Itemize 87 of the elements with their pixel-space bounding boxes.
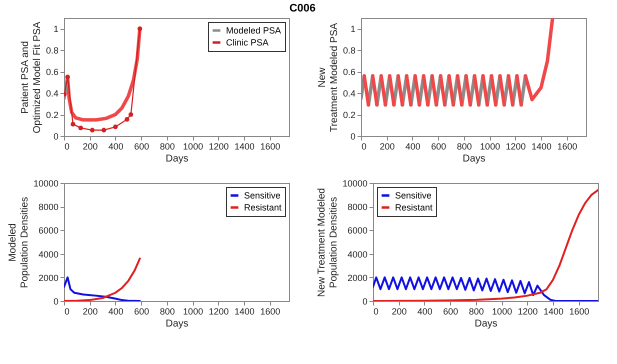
- x-tick-label: 0: [64, 306, 70, 316]
- x-tick-label: 1400: [543, 306, 564, 316]
- legend-label: Modeled PSA: [226, 26, 282, 36]
- x-tick-label: 200: [392, 306, 407, 316]
- x-tick-label: 1000: [480, 142, 500, 152]
- x-tick-label: 1600: [557, 142, 578, 152]
- y-tick-label: 0: [350, 132, 356, 142]
- y-tick-label: 8000: [347, 202, 368, 212]
- point: [70, 122, 76, 127]
- y-tick-label: 2000: [347, 272, 368, 283]
- legend-label: Sensitive: [395, 190, 432, 200]
- y-tick-label: 0.2: [342, 110, 356, 120]
- point: [65, 74, 70, 80]
- point: [78, 126, 84, 130]
- y-tick-label: 0: [362, 296, 368, 306]
- point: [128, 112, 134, 117]
- y-tick-label: 2000: [38, 272, 58, 283]
- y-tick-label: 0.6: [342, 67, 356, 78]
- x-axis-title: Days: [474, 318, 498, 330]
- legend-label: Sensitive: [244, 190, 281, 200]
- x-tick-label: 400: [108, 306, 124, 316]
- x-tick-label: 600: [431, 142, 446, 152]
- legend-label: Resistant: [395, 202, 434, 212]
- x-axis-title: Days: [166, 318, 188, 330]
- x-tick-label: 1400: [234, 306, 255, 316]
- x-tick-label: 1600: [260, 306, 280, 316]
- y-axis-title: Modeled Population Densities: [7, 196, 30, 288]
- x-tick-label: 400: [405, 142, 420, 152]
- x-tick-label: 400: [417, 306, 432, 316]
- x-tick-label: 0: [64, 142, 70, 152]
- legend-label: Resistant: [244, 202, 282, 212]
- y-tick-label: 1: [350, 24, 356, 34]
- x-tick-label: 600: [134, 142, 150, 152]
- chart-title: C006: [289, 2, 316, 14]
- y-tick-label: 8000: [38, 202, 58, 212]
- x-tick-label: 1200: [208, 306, 229, 316]
- y-axis-title: New Treatment Modeled PSA: [316, 22, 340, 132]
- y-axis-title: Patient PSA and Optimized Model Fit PSA: [20, 21, 43, 134]
- x-tick-label: 1000: [183, 142, 204, 152]
- y-tick-label: 0.6: [46, 67, 58, 78]
- y-tick-label: 0.2: [46, 110, 58, 120]
- x-tick-label: 800: [160, 306, 175, 316]
- point: [113, 124, 118, 130]
- line-series: [373, 276, 598, 301]
- x-tick-label: 1000: [183, 306, 204, 316]
- y-tick-label: 4000: [347, 249, 368, 260]
- y-tick-label: 10000: [33, 178, 58, 188]
- y-tick-label: 4000: [38, 249, 58, 260]
- y-tick-label: 0: [53, 132, 58, 142]
- x-tick-label: 1200: [506, 142, 526, 152]
- y-tick-label: 1: [53, 24, 58, 34]
- y-tick-label: 10000: [342, 178, 368, 188]
- y-tick-label: 0.8: [46, 46, 58, 56]
- y-tick-label: 0.8: [342, 46, 356, 56]
- line-series: [373, 189, 598, 301]
- point: [124, 117, 130, 122]
- x-axis-title: Days: [462, 154, 486, 164]
- x-tick-label: 1000: [492, 306, 512, 316]
- y-tick-label: 0: [53, 296, 58, 306]
- x-tick-label: 400: [108, 142, 124, 152]
- line-series: [64, 258, 141, 301]
- x-tick-label: 200: [380, 142, 395, 152]
- x-tick-label: 800: [468, 306, 484, 316]
- y-tick-label: 6000: [347, 226, 368, 236]
- x-tick-label: 1200: [518, 306, 538, 316]
- x-axis-title: Days: [166, 154, 188, 164]
- x-tick-label: 800: [160, 142, 175, 152]
- x-tick-label: 200: [82, 306, 98, 316]
- point: [90, 128, 95, 132]
- x-tick-label: 1200: [208, 142, 229, 152]
- point: [138, 26, 142, 32]
- y-tick-label: 0.4: [46, 88, 58, 99]
- x-tick-label: 600: [443, 306, 458, 316]
- x-tick-label: 800: [456, 142, 472, 152]
- x-tick-label: 1600: [569, 306, 590, 316]
- legend-label: Clinic PSA: [226, 38, 269, 48]
- x-tick-label: 200: [82, 142, 98, 152]
- y-tick-label: 6000: [38, 226, 58, 236]
- line-series: [64, 276, 141, 301]
- x-tick-label: 1400: [234, 142, 255, 152]
- x-tick-label: 1400: [531, 142, 552, 152]
- point: [102, 128, 106, 132]
- y-axis-title: New Treatment Modeled Population Densities: [316, 188, 340, 297]
- x-tick-label: 0: [374, 306, 379, 316]
- x-tick-label: 1600: [260, 142, 280, 152]
- x-tick-label: 600: [134, 306, 150, 316]
- y-tick-label: 0.4: [342, 88, 356, 99]
